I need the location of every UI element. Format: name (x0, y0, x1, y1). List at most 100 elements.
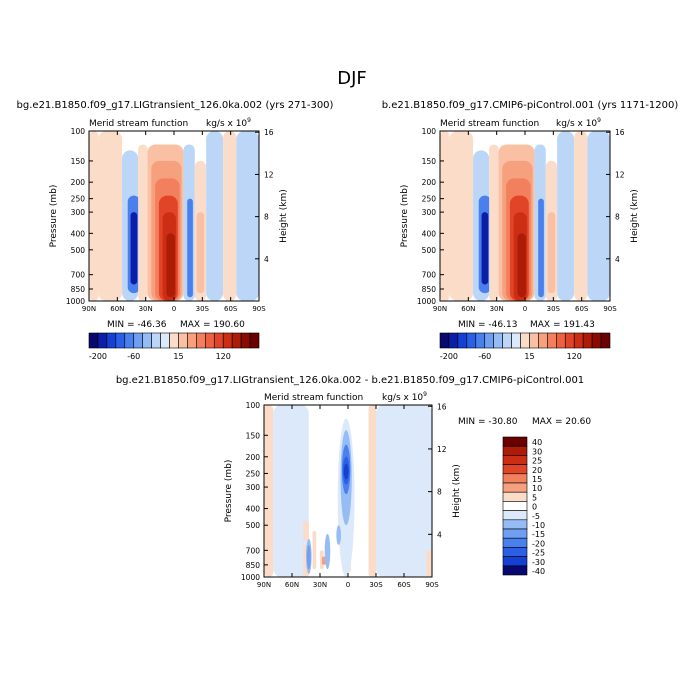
colorbar-swatch (520, 332, 530, 349)
legend-swatch (502, 510, 528, 521)
legend-swatch (502, 473, 528, 484)
legend-swatch (502, 464, 528, 475)
colorbar-swatch (196, 332, 206, 349)
contour-region (306, 544, 311, 570)
y-tick-label: 300 (422, 208, 437, 217)
colorbar-swatch (151, 332, 161, 349)
colorbar-tick-label: -200 (89, 352, 107, 361)
panel-3: bg.e21.B1850.f09_g17.LIGtransient_126.0k… (116, 375, 592, 589)
colorbar-tick-label: 120 (216, 352, 231, 361)
contour-region (517, 233, 526, 298)
colorbar-swatch (564, 332, 575, 349)
y-tick-label: 200 (422, 178, 437, 187)
panel-1-units: kg/s x 109 (206, 117, 251, 129)
y-tick-label: 850 (422, 285, 437, 294)
height-axis-label: Height (km) (279, 189, 289, 243)
y-tick-label: 150 (422, 157, 437, 166)
x-tick-label: 30S (547, 305, 561, 313)
colorbar-swatch (502, 332, 512, 349)
legend-swatch (502, 455, 528, 465)
colorbar-swatch (538, 332, 548, 349)
height-tick-label: 4 (264, 255, 269, 264)
panel-2-units-exp: 9 (597, 117, 601, 124)
y-tick-label: 250 (71, 195, 86, 204)
contour-region (557, 131, 575, 301)
contour-region (321, 556, 326, 565)
contour-region (336, 525, 341, 545)
panel-1-plot: 90N 60N 30N 0 30S 60S 90S 100 150 200 250 300 400 500… (49, 127, 289, 313)
legend-swatch (502, 537, 528, 548)
y-tick-label: 300 (71, 208, 86, 217)
contour-region (426, 550, 432, 577)
y-tick-label: 200 (246, 453, 261, 462)
legend-swatch (502, 565, 528, 576)
legend-level-label: -30 (532, 558, 545, 567)
colorbar-swatch (249, 332, 260, 349)
colorbar-swatch (124, 332, 135, 349)
panel-3-title: bg.e21.B1850.f09_g17.LIGtransient_126.0k… (116, 375, 584, 386)
y-tick-label: 100 (71, 127, 86, 136)
colorbar-swatch (448, 332, 459, 349)
legend-level-label: -40 (532, 567, 545, 576)
colorbar-swatch (591, 332, 602, 349)
x-tick-label: 0 (346, 581, 350, 589)
height-axis-label: Height (km) (630, 189, 640, 243)
y-tick-label: 500 (422, 246, 437, 255)
legend-swatch (502, 491, 528, 502)
colorbar-swatch (582, 332, 593, 349)
colorbar-swatch (439, 332, 450, 349)
y-tick-label: 200 (71, 178, 86, 187)
x-tick-label: 30S (369, 581, 383, 589)
legend-level-label: 30 (532, 447, 542, 456)
colorbar-tick-label: -60 (478, 352, 491, 361)
colorbar-swatch (556, 332, 566, 349)
y-tick-label: 700 (71, 271, 86, 280)
y-tick-label: 850 (71, 285, 86, 294)
colorbar-swatch (97, 332, 108, 349)
legend-swatch (502, 501, 528, 511)
legend-level-label: -20 (532, 539, 545, 548)
x-tick-label: 90S (425, 581, 439, 589)
panel-3-subtitle: Merid stream function (264, 393, 363, 403)
height-tick-label: 16 (264, 128, 274, 137)
x-tick-label: 30N (139, 305, 153, 313)
figure-title: DJF (337, 68, 367, 89)
height-tick-label: 4 (615, 255, 620, 264)
y-axis-label: Pressure (mb) (49, 185, 59, 248)
panel-3-units: kg/s x 109 (382, 391, 427, 403)
colorbar-tick-label: -200 (440, 352, 458, 361)
y-tick-label: 500 (246, 521, 261, 530)
x-tick-label: 60N (110, 305, 124, 313)
height-tick-label: 8 (437, 488, 442, 497)
height-tick-label: 16 (615, 128, 625, 137)
contour-region (343, 463, 349, 480)
panel-2-min-label: MIN = -46.13 (458, 320, 517, 330)
colorbar-swatch (205, 332, 215, 349)
y-tick-label: 1000 (241, 573, 260, 582)
colorbar-swatch (466, 332, 477, 349)
panel-2-subtitle: Merid stream function (440, 119, 539, 129)
legend-swatch (502, 556, 528, 567)
panel-1-subtitle: Merid stream function (89, 119, 188, 129)
x-tick-label: 60N (285, 581, 299, 589)
contour-region (166, 233, 175, 298)
contour-region (312, 530, 317, 570)
height-tick-label: 4 (437, 530, 442, 539)
contour-region (236, 131, 259, 301)
contour-region (206, 131, 224, 301)
panel-2-units-base: kg/s x 10 (556, 119, 597, 129)
legend-swatch (502, 547, 528, 557)
colorbar-swatch (88, 332, 99, 349)
colorbar-tick-label: 120 (567, 352, 582, 361)
y-tick-label: 100 (246, 401, 261, 410)
y-tick-label: 850 (246, 561, 261, 570)
colorbar-swatch (178, 332, 188, 349)
colorbar-swatch (511, 332, 521, 349)
panel-1-units-base: kg/s x 10 (206, 119, 247, 129)
y-tick-label: 100 (422, 127, 437, 136)
colorbar-swatch (547, 332, 557, 349)
height-tick-label: 12 (437, 445, 447, 454)
x-tick-label: 60S (397, 581, 411, 589)
